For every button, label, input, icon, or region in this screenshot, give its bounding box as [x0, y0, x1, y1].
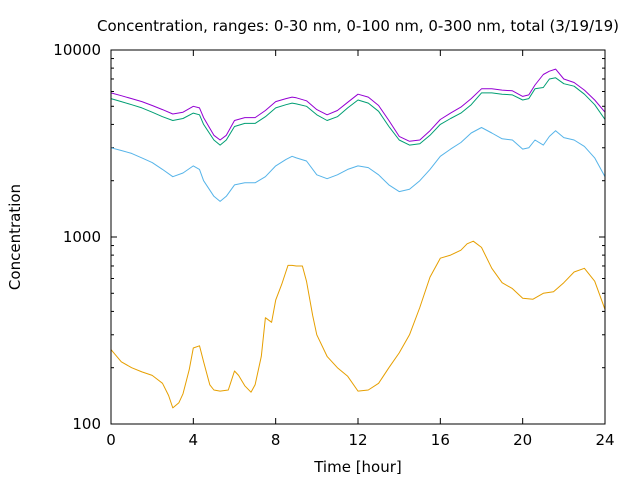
x-axis-label: Time [hour]: [313, 458, 402, 476]
y-tick-label: 10000: [53, 41, 101, 59]
x-tick-label: 4: [189, 431, 199, 449]
x-tick-label: 0: [106, 431, 116, 449]
x-tick-label: 8: [271, 431, 281, 449]
series-line-3: [110, 77, 606, 146]
x-tick-label: 20: [513, 431, 532, 449]
plot-frame: [110, 49, 606, 425]
chart-title: Concentration, ranges: 0-30 nm, 0-100 nm…: [97, 17, 619, 35]
series-line-2: [110, 127, 606, 202]
series-line-4: [110, 68, 606, 142]
y-axis-label: Concentration: [6, 184, 24, 290]
x-tick-label: 12: [348, 431, 367, 449]
x-tick-label: 16: [431, 431, 450, 449]
x-tick-label: 24: [595, 431, 614, 449]
series-group: [110, 68, 606, 409]
axis-ticks: 0 4 8 12 16 20 24 100 1000 10000: [53, 41, 614, 449]
y-tick-label: 100: [72, 415, 101, 433]
series-line-1: [110, 240, 606, 409]
y-tick-label: 1000: [63, 228, 101, 246]
